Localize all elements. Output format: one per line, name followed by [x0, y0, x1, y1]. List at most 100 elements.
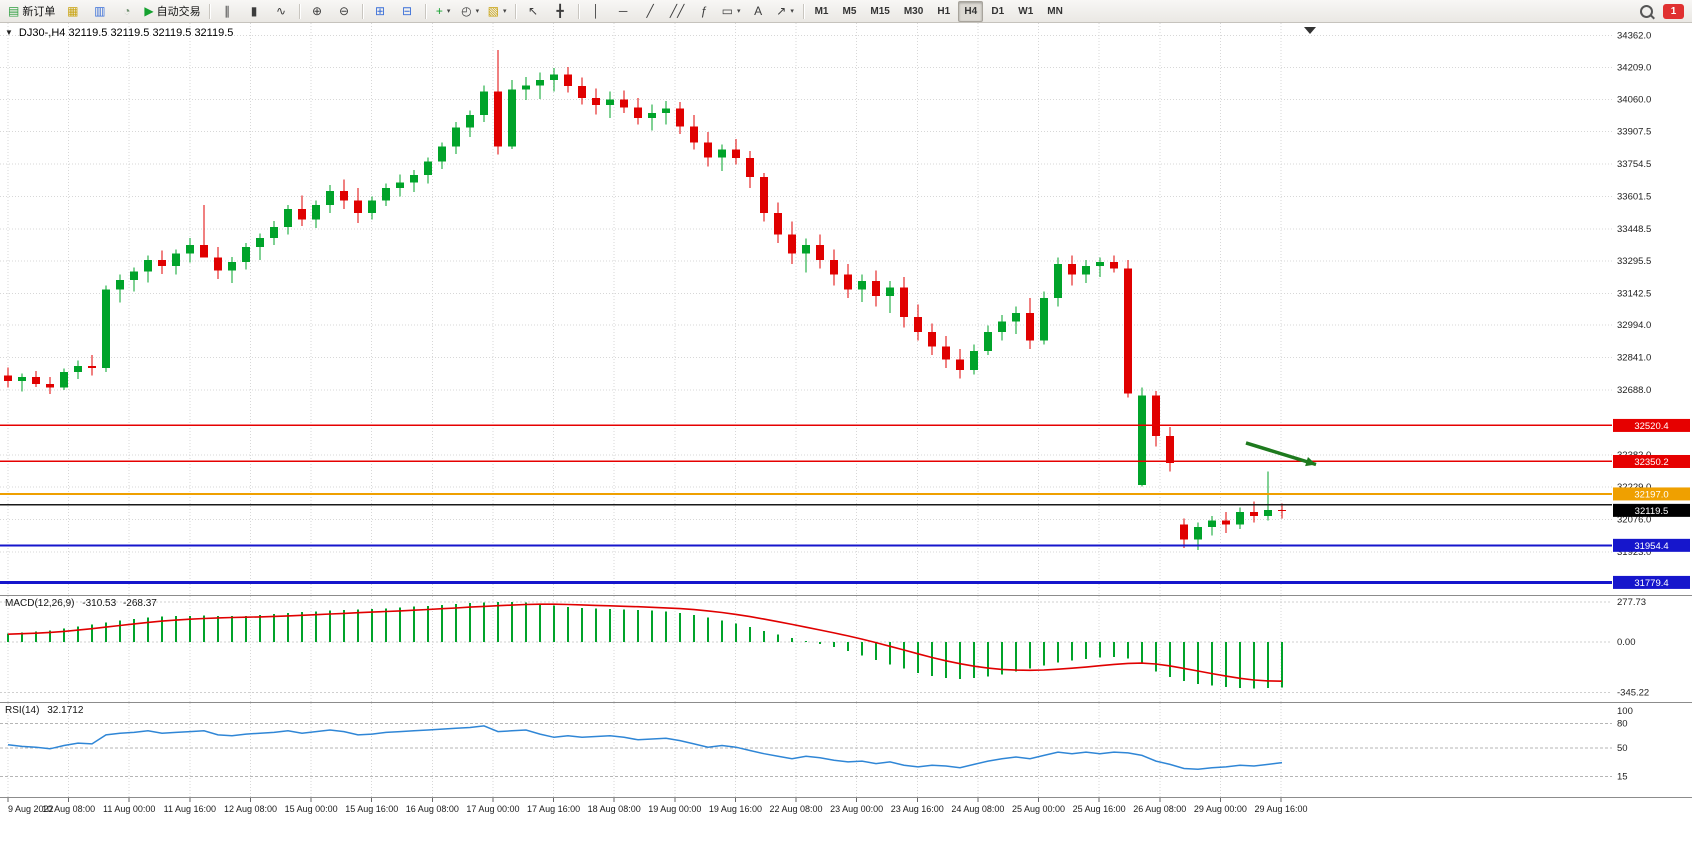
refresh-button[interactable]: ◔: [114, 1, 139, 22]
time-label: 23 Aug 00:00: [830, 804, 884, 814]
time-label: 25 Aug 00:00: [1012, 804, 1066, 814]
arrange-windows-icon: ⊟: [402, 3, 413, 18]
notification-badge[interactable]: 1: [1663, 3, 1684, 19]
svg-text:50: 50: [1617, 743, 1628, 754]
rsi-value: 32.1712: [47, 705, 84, 716]
equidistant-channel-icon: ╱╱: [669, 3, 685, 18]
new-order-button[interactable]: ▤ 新订单: [5, 1, 58, 22]
macd-histogram: [7, 601, 1283, 689]
toolbar: ▤ 新订单 ▦ ▥ ◔ ▶ 自动交易 ∥ ▮ ∿ ⊕ ⊖ ⊞ ⊟ + ▾ ◴ ▾ ▧ ▾ ↖ ╋ │ ─ ╱ ╱╱ ƒ ▭ ▾ A ↗ ▾ M1…: [0, 0, 1692, 23]
periods-dropdown-arrow[interactable]: ▾: [475, 8, 480, 15]
crosshair-icon: ╋: [556, 3, 564, 18]
vertical-line-button[interactable]: │: [584, 1, 609, 22]
svg-text:33142.5: 33142.5: [1617, 289, 1651, 300]
time-label: 17 Aug 00:00: [466, 804, 520, 814]
crosshair-button[interactable]: ╋: [548, 1, 573, 22]
time-label: 25 Aug 16:00: [1072, 804, 1126, 814]
equidistant-channel-button[interactable]: ╱╱: [665, 1, 690, 22]
timeframe-m5-label: M5: [842, 5, 857, 17]
templates-button[interactable]: ▧ ▾: [485, 1, 510, 22]
chart-title-row: ▼ DJ30-,H4 32119.5 32119.5 32119.5 32119…: [5, 27, 233, 39]
trendline-button[interactable]: ╱: [638, 1, 663, 22]
macd-name: MACD(12,26,9): [5, 598, 75, 609]
timeframe-m5-button[interactable]: M5: [836, 1, 862, 22]
time-label: 18 Aug 08:00: [587, 804, 641, 814]
timeframe-m15-button[interactable]: M15: [864, 1, 895, 22]
svg-text:100: 100: [1617, 706, 1633, 717]
time-label: 16 Aug 08:00: [405, 804, 459, 814]
cursor-icon: ↖: [528, 3, 539, 18]
shapes-button[interactable]: ▭ ▾: [719, 1, 744, 22]
charts-button[interactable]: ▦: [60, 1, 85, 22]
macd-chart[interactable]: 277.73 0.00 -345.22: [0, 596, 1692, 702]
time-label: 19 Aug 00:00: [648, 804, 702, 814]
templates-dropdown-arrow[interactable]: ▾: [502, 8, 507, 15]
horizontal-line-button[interactable]: ─: [611, 1, 636, 22]
line-chart-button[interactable]: ∿: [269, 1, 294, 22]
svg-text:15: 15: [1617, 772, 1628, 783]
timeframe-h4-button[interactable]: H4: [958, 0, 984, 22]
svg-text:32197.0: 32197.0: [1634, 489, 1668, 500]
arrow-objects-button[interactable]: ↗ ▾: [773, 1, 798, 22]
templates-icon: ▧: [487, 3, 499, 18]
periods-button[interactable]: ◴ ▾: [458, 1, 483, 22]
svg-text:33601.5: 33601.5: [1617, 191, 1651, 202]
candles-layer: [4, 50, 1286, 551]
timeframe-mn-button[interactable]: MN: [1041, 1, 1069, 22]
macd-label: MACD(12,26,9) -310.53 -268.37: [5, 598, 157, 609]
zoom-in-icon: ⊕: [312, 3, 323, 18]
time-label: 10 Aug 08:00: [42, 804, 96, 814]
search-icon[interactable]: [1640, 4, 1653, 18]
timeframe-d1-button[interactable]: D1: [985, 1, 1010, 22]
timeframe-w1-button[interactable]: W1: [1012, 1, 1039, 22]
svg-text:33295.5: 33295.5: [1617, 256, 1651, 267]
toolbar-separator: [424, 3, 426, 19]
zoom-out-button[interactable]: ⊖: [332, 1, 357, 22]
indicators-button[interactable]: + ▾: [431, 1, 456, 22]
svg-text:32994.0: 32994.0: [1617, 320, 1651, 331]
svg-text:32119.5: 32119.5: [1635, 506, 1669, 517]
candlestick-chart[interactable]: 34362.0 34209.0 34060.0 33907.5 33754.5 33601…: [0, 23, 1692, 595]
price-badge: [1613, 454, 1690, 468]
toolbar-separator: [208, 3, 210, 19]
rsi-line: [7, 725, 1283, 771]
toolbar-groups: ▤ 新订单 ▦ ▥ ◔ ▶ 自动交易 ∥ ▮ ∿ ⊕ ⊖ ⊞ ⊟ + ▾ ◴ ▾ ▧ ▾ ↖ ╋ │ ─ ╱ ╱╱ ƒ ▭ ▾ A ↗ ▾ M1…: [4, 0, 1070, 22]
one-click-trading-toggle[interactable]: ▼: [5, 28, 13, 37]
price-badge: [1613, 418, 1690, 432]
toolbar-right: 1: [1640, 3, 1688, 19]
timeframe-m30-button[interactable]: M30: [898, 1, 929, 22]
profiles-icon: ▥: [94, 3, 106, 18]
time-label: 15 Aug 00:00: [284, 804, 338, 814]
chart-shift-marker[interactable]: [1304, 27, 1316, 34]
timeframe-mn-label: MN: [1047, 5, 1063, 17]
arrow-annotation[interactable]: [1245, 441, 1317, 467]
timeframe-d1-label: D1: [991, 5, 1005, 17]
tile-windows-icon: ⊞: [375, 3, 386, 18]
text-button[interactable]: A: [746, 1, 771, 22]
svg-text:32688.0: 32688.0: [1617, 385, 1651, 396]
timeframe-h1-button[interactable]: H1: [931, 1, 956, 22]
profiles-button[interactable]: ▥: [87, 1, 112, 22]
macd-signal-value: -268.37: [122, 598, 157, 609]
price-badge: [1613, 538, 1690, 552]
auto-trading-button[interactable]: ▶ 自动交易: [141, 1, 203, 22]
arrange-windows-button[interactable]: ⊟: [395, 1, 420, 22]
time-label: 12 Aug 08:00: [223, 804, 277, 814]
cursor-button[interactable]: ↖: [521, 1, 546, 22]
timeframe-m1-button[interactable]: M1: [809, 1, 835, 22]
zoom-in-button[interactable]: ⊕: [305, 1, 330, 22]
svg-text:33907.5: 33907.5: [1617, 127, 1651, 138]
timeframe-m15-label: M15: [870, 5, 890, 17]
fibonacci-button[interactable]: ƒ: [692, 1, 717, 22]
candlestick-chart-button[interactable]: ▮: [242, 1, 267, 22]
fibonacci-icon: ƒ: [700, 3, 708, 18]
time-axis[interactable]: 9 Aug 2022 10 Aug 08:00 11 Aug 00:00 11 Aug…: [0, 797, 1692, 847]
indicators-dropdown-arrow[interactable]: ▾: [446, 8, 451, 15]
svg-text:31923.0: 31923.0: [1617, 547, 1651, 558]
auto-trading-label: 自动交易: [156, 6, 201, 18]
tile-windows-button[interactable]: ⊞: [368, 1, 393, 22]
arrow-objects-dropdown-arrow[interactable]: ▾: [790, 8, 794, 15]
shapes-dropdown-arrow[interactable]: ▾: [736, 8, 741, 15]
bar-chart-button[interactable]: ∥: [215, 1, 240, 22]
